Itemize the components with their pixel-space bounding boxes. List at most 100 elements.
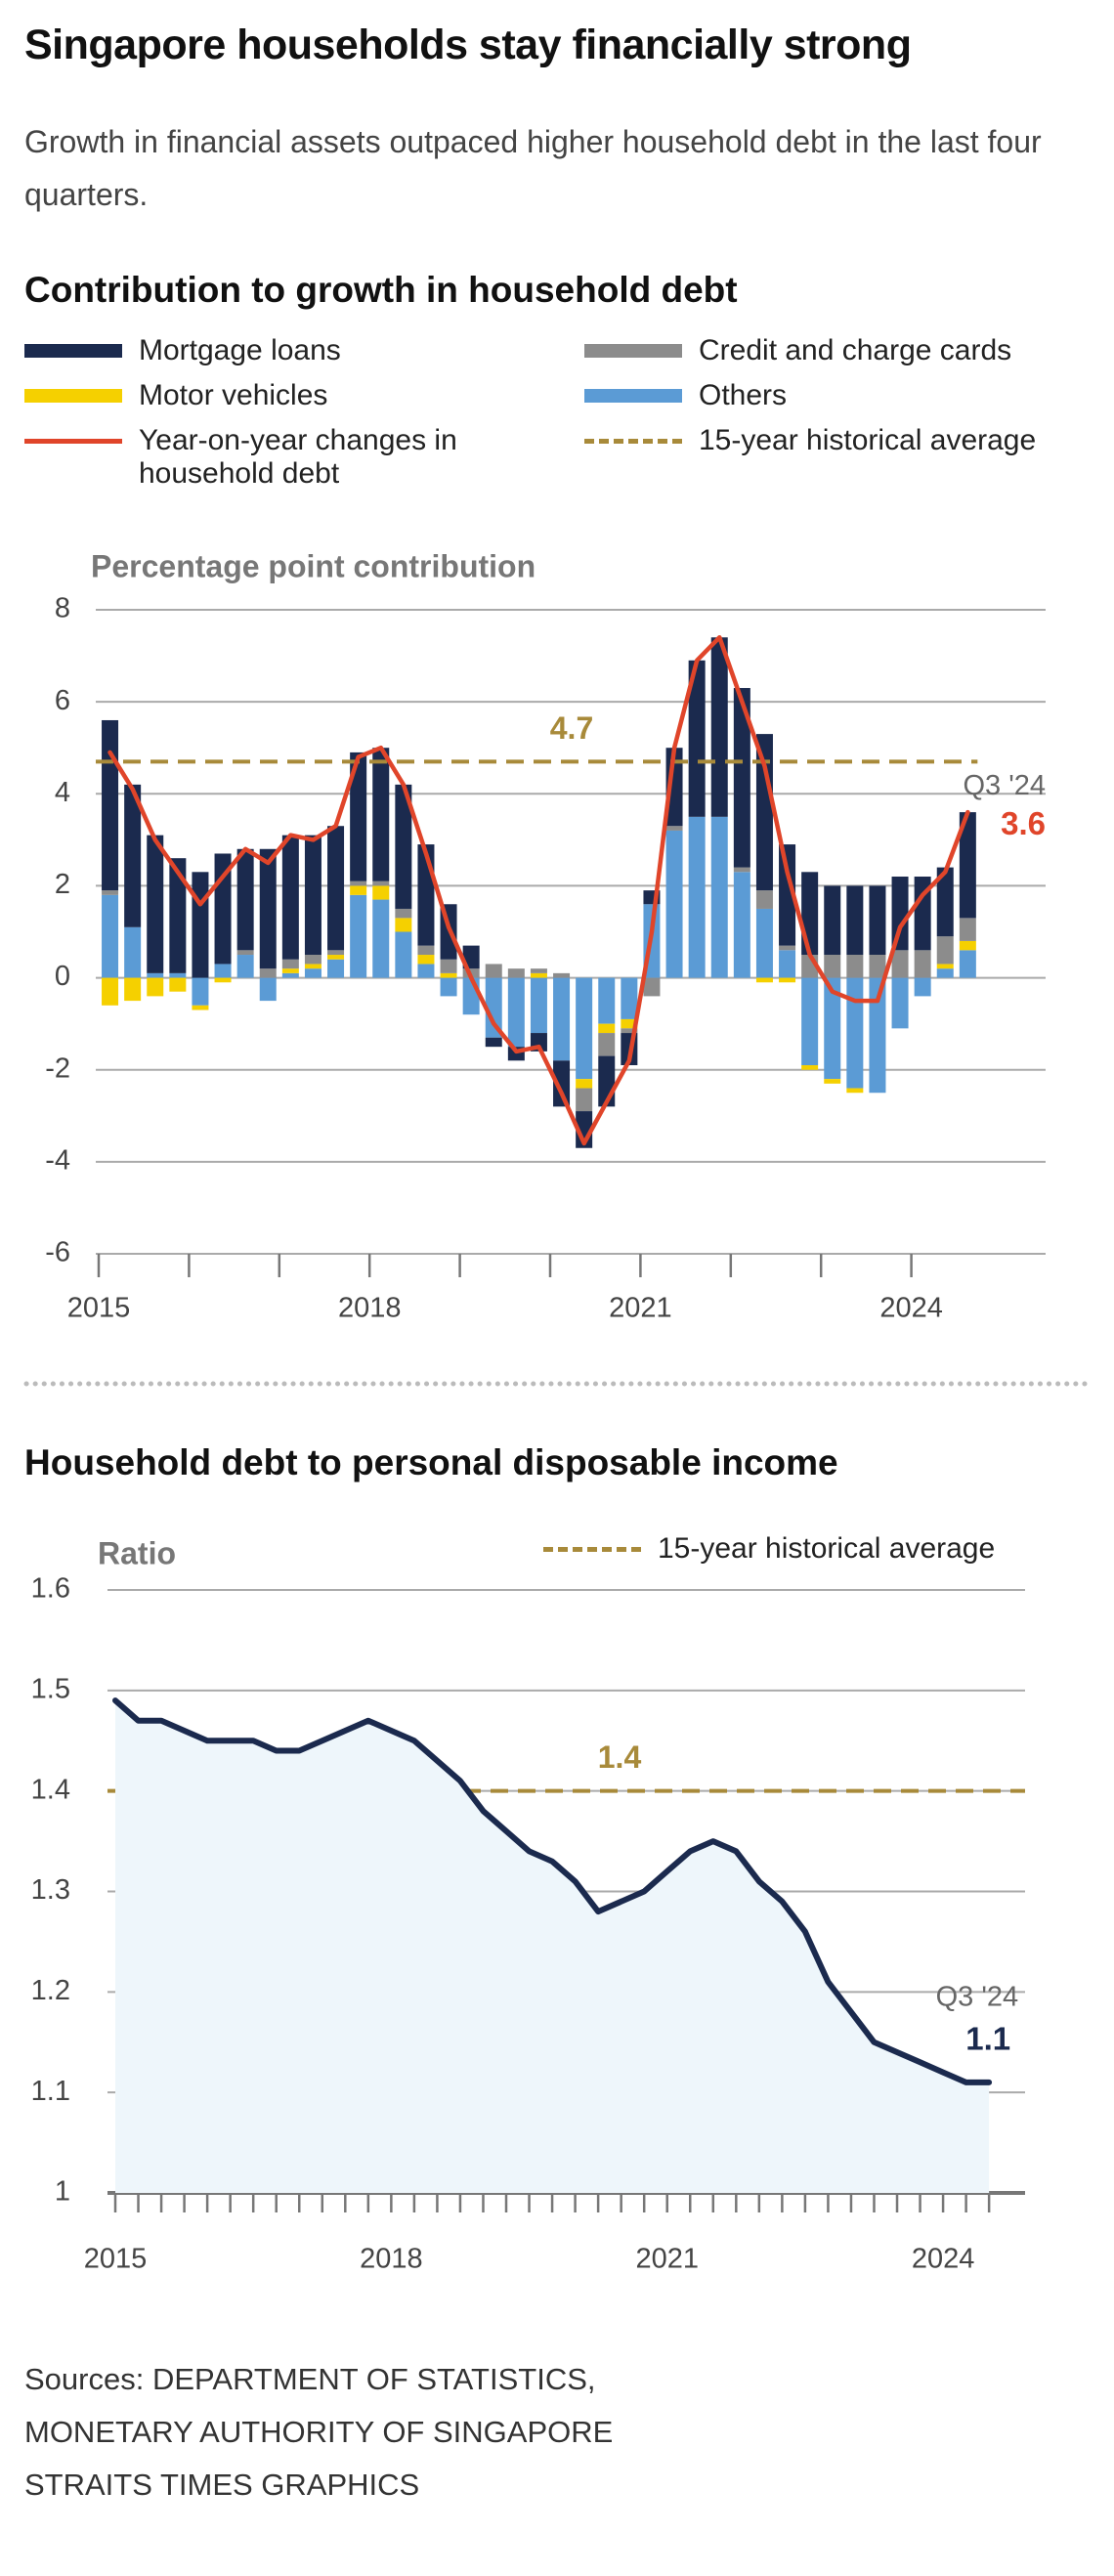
bar-segment	[779, 945, 796, 951]
bar-segment	[236, 955, 254, 978]
bar-segment	[327, 826, 345, 951]
bar-segment	[576, 1079, 593, 1089]
y-tick-label: -4	[45, 1145, 70, 1177]
bar-segment	[395, 908, 412, 919]
bar-segment	[304, 835, 321, 956]
legend-item: 15-year historical average	[543, 1532, 995, 1566]
y-tick-label: 1.6	[31, 1573, 70, 1605]
legend-label: 15-year historical average	[658, 1532, 996, 1565]
legend-item: Mortgage loans	[24, 334, 584, 367]
bar-segment	[733, 867, 750, 873]
legend-swatch	[24, 439, 122, 444]
bar-segment	[553, 972, 571, 978]
bar-segment	[440, 959, 457, 973]
bar-segment	[643, 977, 661, 997]
bar-segment	[395, 931, 412, 978]
bar-segment	[959, 812, 976, 919]
y-axis-label: Ratio	[98, 1535, 176, 1570]
legend-swatch	[584, 389, 682, 403]
bar-segment	[846, 955, 864, 978]
bar-segment	[507, 968, 525, 978]
source-line: Sources: DEPARTMENT OF STATISTICS,	[24, 2362, 596, 2396]
bar-segment	[259, 848, 277, 969]
bar-segment	[192, 977, 209, 1006]
x-tick-label: 2015	[67, 1293, 131, 1324]
area	[115, 1700, 990, 2193]
bar-segment	[665, 830, 683, 978]
bar-segment	[372, 899, 390, 978]
bar-segment	[553, 1060, 571, 1107]
bar-segment	[779, 977, 796, 983]
bar-segment	[192, 872, 209, 978]
bar-segment	[755, 977, 773, 983]
bar-segment	[327, 959, 345, 978]
bar-segment	[576, 977, 593, 1080]
bar-segment	[530, 977, 547, 1034]
bar-segment	[304, 964, 321, 969]
bar-segment	[440, 972, 457, 978]
legend-label: 15-year historical average	[699, 424, 1037, 456]
bar-segment	[124, 784, 142, 927]
bar-segment	[147, 977, 164, 997]
subtitle: Growth in financial assets outpaced high…	[24, 124, 1042, 212]
bar-segment	[733, 872, 750, 978]
bar-segment	[327, 955, 345, 960]
x-tick-label: 2024	[912, 2244, 975, 2275]
x-tick-label: 2021	[609, 1293, 672, 1324]
y-tick-label: 1.4	[31, 1774, 70, 1805]
bar-segment	[485, 1037, 502, 1048]
bar-segment	[372, 885, 390, 900]
bar-segment	[507, 977, 525, 1048]
bar-segment	[621, 1028, 638, 1034]
y-tick-label: 1.1	[31, 2076, 70, 2107]
legend-label: Year-on-year changes in household debt	[139, 424, 457, 490]
bar-segment	[147, 835, 164, 973]
bar-segment	[710, 816, 728, 978]
bar-segment	[688, 816, 706, 978]
line	[107, 634, 970, 1146]
bar-segment	[755, 734, 773, 891]
source-line: STRAITS TIMES GRAPHICS	[24, 2468, 420, 2502]
bar-segment	[304, 968, 321, 978]
bar-segment	[417, 955, 435, 965]
bar-segment	[665, 826, 683, 831]
value-label: 3.6	[1001, 805, 1046, 841]
bar-segment	[824, 1079, 841, 1084]
legend-swatch	[24, 389, 122, 403]
bar-segment	[598, 1023, 616, 1034]
legend-label: Others	[699, 379, 788, 411]
bar-segment	[462, 977, 480, 1015]
legend-label: Mortgage loans	[139, 334, 341, 366]
reference-label: 1.4	[598, 1739, 642, 1775]
bar-segment	[530, 968, 547, 973]
legend-swatch	[584, 439, 682, 444]
bar-segment	[869, 977, 886, 1094]
bar-segment	[755, 908, 773, 978]
bar-segment	[936, 964, 954, 969]
annotation: Q3 '24	[936, 1982, 1019, 2013]
bar-segment	[124, 926, 142, 978]
bar-segment	[530, 972, 547, 978]
bar-segment	[350, 894, 367, 978]
bar-segment	[169, 972, 187, 978]
bar-segment	[598, 1033, 616, 1056]
bar-segment	[824, 977, 841, 1080]
bar-segment	[304, 955, 321, 965]
bar-segment	[959, 950, 976, 978]
legend-item: Year-on-year changes in household debt	[24, 424, 584, 491]
bar-segment	[417, 964, 435, 978]
y-tick-label: 1	[55, 2176, 70, 2208]
bar-segment	[417, 945, 435, 956]
bar-segment	[350, 751, 367, 881]
bar-segment	[824, 885, 841, 956]
bar-segment	[621, 1018, 638, 1029]
bar-segment	[192, 1005, 209, 1010]
bar-segment	[281, 968, 299, 973]
bar-segment	[281, 835, 299, 960]
legend-swatch	[543, 1547, 641, 1552]
bar-segment	[236, 848, 254, 951]
bar-segment	[576, 1088, 593, 1112]
bar-segment	[214, 977, 232, 983]
